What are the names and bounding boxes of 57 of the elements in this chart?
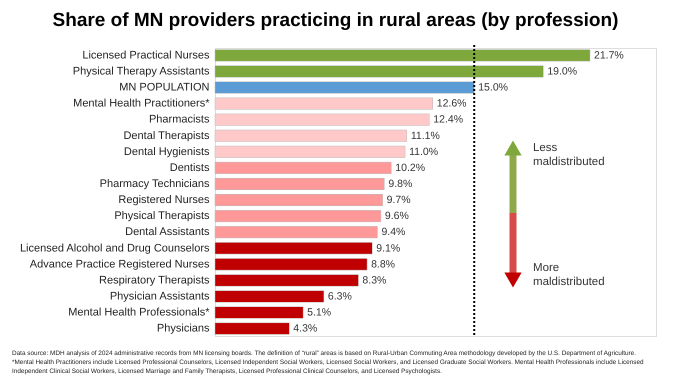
data-label: 19.0% — [547, 65, 578, 78]
y-tick-label: Physician Assistants — [110, 290, 210, 302]
bar — [214, 258, 368, 270]
data-label: 11.1% — [410, 130, 440, 142]
data-label: 15.0% — [478, 82, 508, 94]
data-label: 4.3% — [293, 322, 318, 335]
bar — [214, 98, 433, 110]
data-label: 12.6% — [436, 98, 467, 110]
annotation: Less maldistributed — [533, 142, 605, 168]
y-tick-label: Physical Therapy Assistants — [72, 65, 210, 78]
y-tick-label: Dental Hygienists — [124, 146, 210, 158]
data-label: 11.0% — [409, 146, 438, 158]
y-tick-label: Dental Assistants — [125, 226, 210, 238]
data-label: 21.7% — [594, 49, 624, 62]
data-label: 8.3% — [362, 274, 386, 286]
bar — [214, 290, 324, 302]
y-tick-label: Registered Nurses — [118, 194, 210, 206]
y-tick-label: Dental Therapists — [123, 130, 210, 142]
y-tick-label: Licensed Practical Nurses — [82, 49, 210, 62]
data-label: 9.1% — [376, 242, 400, 254]
bar — [214, 82, 474, 94]
data-label: 9.8% — [388, 178, 412, 190]
y-tick-label: MN POPULATION — [119, 82, 210, 94]
y-tick-label: Mental Health Practitioners* — [73, 98, 210, 110]
bar — [214, 226, 378, 238]
data-label: 9.6% — [384, 210, 409, 222]
bar — [214, 65, 544, 78]
bar — [214, 114, 430, 126]
bar — [214, 162, 392, 174]
bar — [214, 178, 385, 190]
y-tick-label: Physicians — [156, 322, 210, 335]
data-label: 9.7% — [386, 194, 411, 206]
y-tick-label: Pharmacy Technicians — [100, 178, 210, 190]
bar — [214, 306, 304, 319]
data-label: 10.2% — [395, 162, 426, 174]
bar — [214, 194, 383, 206]
y-tick-label: Mental Health Professionals* — [68, 306, 210, 319]
bar — [214, 242, 373, 254]
data-label: 5.1% — [307, 306, 332, 319]
annotation: More maldistributed — [533, 262, 605, 288]
y-tick-label: Dentists — [170, 162, 210, 174]
y-tick-label: Pharmacists — [148, 114, 210, 126]
bar — [214, 274, 359, 286]
chart-title: Share of MN providers practicing in rural areas (by profession) — [52, 10, 618, 31]
y-tick-label: Physical Therapists — [114, 210, 210, 222]
data-label: 9.4% — [381, 226, 406, 238]
bar — [214, 130, 408, 142]
bar — [214, 210, 382, 222]
bar — [214, 49, 590, 62]
data-label: 8.8% — [371, 258, 396, 270]
y-tick-label: Respiratory Therapists — [99, 274, 210, 286]
data-label: 6.3% — [328, 290, 352, 302]
bar — [214, 322, 290, 335]
y-tick-label: Licensed Alcohol and Drug Counselors — [20, 242, 210, 254]
data-label: 12.4% — [433, 114, 464, 126]
bar — [214, 146, 406, 158]
y-tick-label: Advance Practice Registered Nurses — [30, 258, 210, 270]
